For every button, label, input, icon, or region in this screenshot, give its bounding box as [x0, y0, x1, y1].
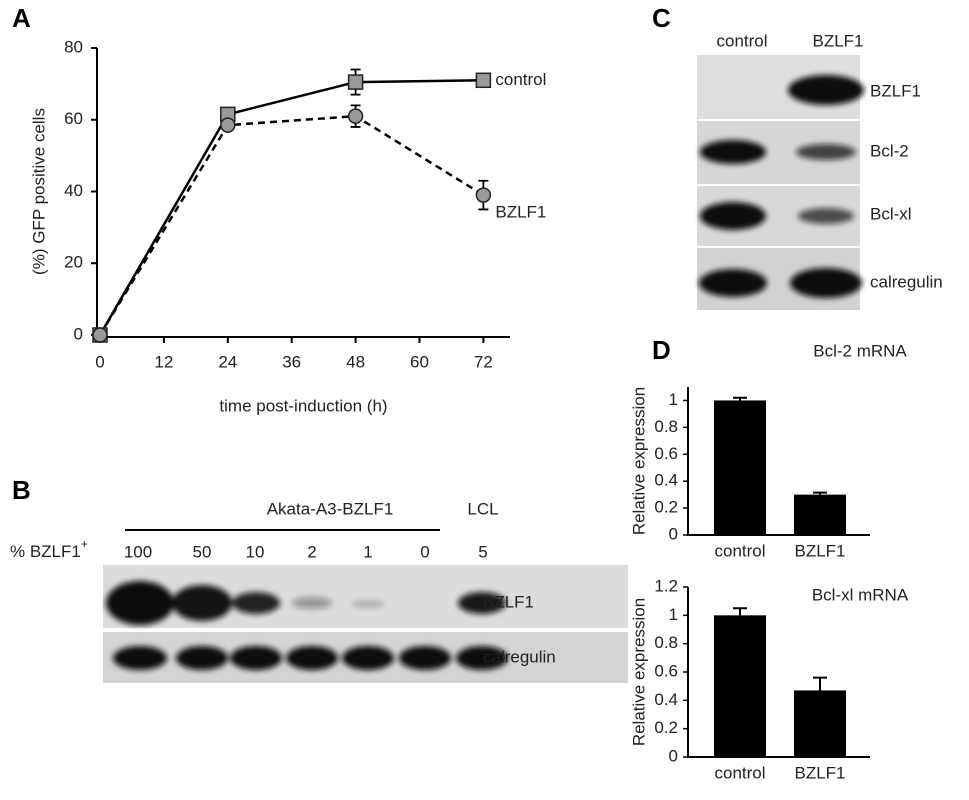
y-tick-label: 1.2 — [654, 576, 678, 595]
x-tick-label: 60 — [410, 352, 429, 371]
marker — [220, 117, 236, 133]
y-axis-label: Relative expression — [629, 598, 648, 746]
lane-label: 1 — [363, 542, 372, 561]
blot-row-label: calregulin — [483, 647, 556, 666]
panel-label: D — [652, 335, 671, 365]
y-tick-label: 0.8 — [654, 417, 678, 436]
column-label: control — [716, 31, 767, 50]
bar — [794, 494, 846, 535]
y-tick-label: 0.6 — [654, 661, 678, 680]
y-tick-label: 0.2 — [654, 718, 678, 737]
chart-title: Bcl-xl mRNA — [812, 585, 909, 604]
lane-label: 5 — [478, 542, 487, 561]
error-bar — [813, 676, 827, 691]
lane-label: 2 — [307, 542, 316, 561]
y-axis-label: (%) GFP positive cells — [29, 108, 48, 275]
y-tick-label: 60 — [64, 109, 83, 128]
marker — [347, 74, 364, 90]
y-tick-label: 1 — [669, 390, 678, 409]
x-tick-label: 24 — [218, 352, 237, 371]
axis — [96, 48, 510, 338]
blot-row-label: Bcl-2 — [870, 141, 909, 160]
panel-label: A — [12, 3, 31, 33]
y-tick-label: 0.4 — [654, 690, 678, 709]
y-tick-label: 80 — [64, 37, 83, 56]
y-tick-label: 20 — [64, 253, 83, 272]
y-tick-label: 1 — [669, 605, 678, 624]
x-tick-label: BZLF1 — [794, 541, 845, 560]
panel-label: C — [652, 3, 671, 33]
blot-row-label: BZLF1 — [483, 592, 534, 611]
x-tick-label: 0 — [95, 352, 104, 371]
x-tick-label: 72 — [474, 352, 493, 371]
series-label: control — [495, 70, 546, 89]
blot-b — [103, 565, 628, 683]
lane-header-sup: + — [81, 537, 88, 551]
y-tick-label: 0.2 — [654, 498, 678, 517]
blot-row-label: Bcl-xl — [870, 204, 912, 223]
x-tick-label: control — [714, 541, 765, 560]
blot-row-label: calregulin — [870, 272, 943, 291]
y-tick-label: 0 — [669, 524, 678, 543]
lane-header: % BZLF1+ — [10, 537, 88, 561]
x-tick-label: 36 — [282, 352, 301, 371]
y-axis-label: Relative expression — [629, 387, 648, 535]
y-tick-label: 0 — [669, 746, 678, 765]
marker — [347, 108, 364, 124]
y-tick-label: 40 — [64, 181, 83, 200]
lane-label: 10 — [246, 542, 265, 561]
marker — [92, 327, 108, 343]
marker — [475, 72, 492, 89]
bar — [794, 690, 846, 757]
series-label: BZLF1 — [495, 203, 546, 222]
y-tick-label: 0.8 — [654, 633, 678, 652]
blot-c — [697, 55, 864, 310]
y-tick-label: 0 — [74, 324, 83, 343]
error-bar — [813, 491, 827, 495]
blot-row-label: BZLF1 — [870, 81, 921, 100]
lane-label: 0 — [420, 542, 429, 561]
lane-label: 100 — [124, 542, 152, 561]
series-line — [98, 79, 484, 336]
bar — [714, 400, 766, 535]
group-label: Akata-A3-BZLF1 — [267, 499, 394, 518]
x-tick-label: BZLF1 — [794, 763, 845, 782]
series-line — [98, 114, 485, 336]
group-label: LCL — [467, 499, 498, 518]
column-label: BZLF1 — [812, 31, 863, 50]
bar — [714, 615, 766, 757]
x-tick-label: 48 — [346, 352, 365, 371]
lane-header-text: % BZLF1 — [10, 542, 81, 561]
y-tick-label: 0.6 — [654, 444, 678, 463]
panel-label: B — [12, 475, 31, 505]
x-tick-label: 12 — [154, 352, 173, 371]
marker — [475, 187, 492, 203]
x-axis-label: time post-induction (h) — [219, 396, 387, 415]
lane-label: 50 — [193, 542, 212, 561]
error-bar — [733, 396, 747, 401]
error-bar — [733, 607, 747, 616]
chart-title: Bcl-2 mRNA — [813, 341, 907, 360]
y-tick-label: 0.4 — [654, 471, 678, 490]
x-tick-label: control — [714, 763, 765, 782]
